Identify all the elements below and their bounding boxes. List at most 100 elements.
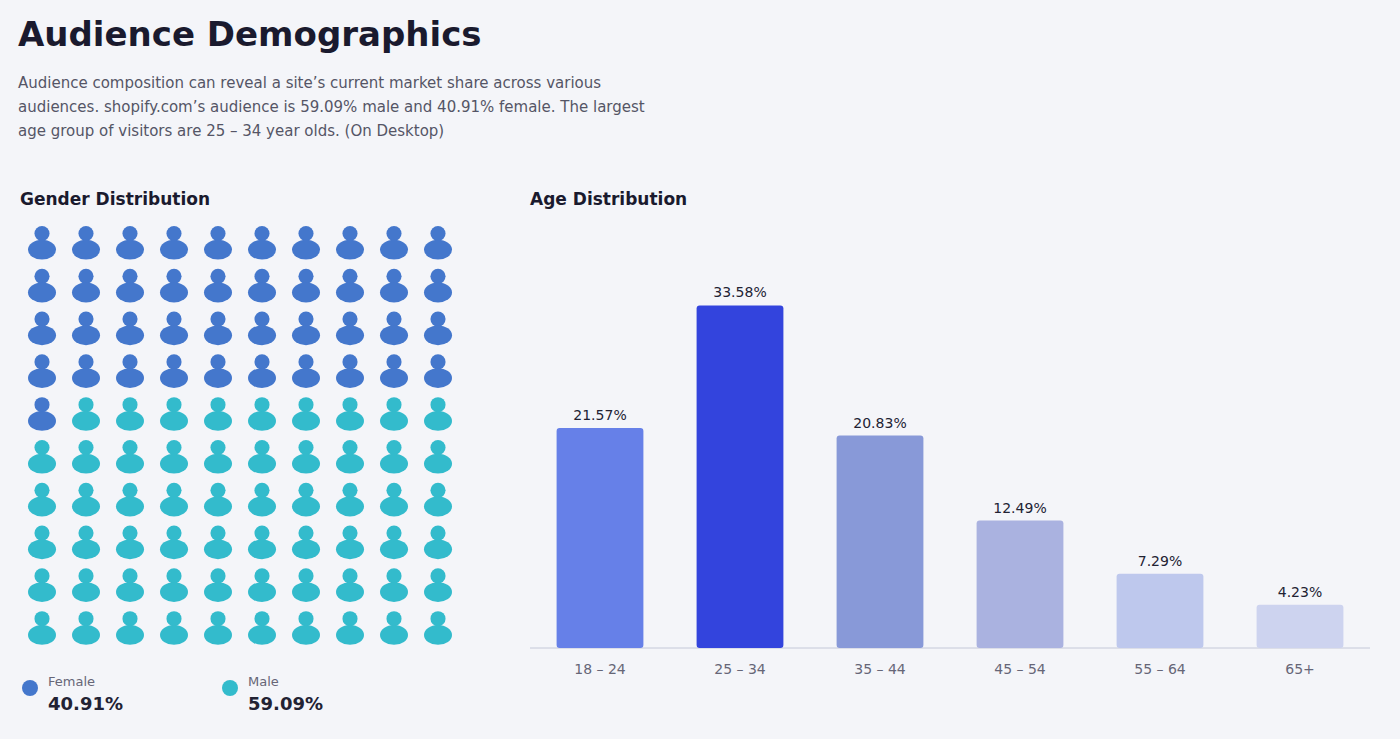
- icon-head: [386, 269, 401, 284]
- person-icon: [292, 269, 320, 303]
- person-icon: [336, 226, 364, 260]
- icon-head: [254, 568, 269, 583]
- icon-head: [386, 354, 401, 369]
- icon-body: [380, 411, 408, 431]
- person-icon: [336, 611, 364, 645]
- icon-body: [204, 582, 232, 602]
- icon-head: [122, 354, 137, 369]
- person-icon: [336, 312, 364, 346]
- icon-body: [380, 625, 408, 645]
- icon-body: [336, 368, 364, 388]
- icon-head: [122, 397, 137, 412]
- icon-head: [342, 611, 357, 626]
- person-icon: [204, 483, 232, 517]
- person-icon: [380, 397, 408, 431]
- person-icon: [380, 354, 408, 388]
- person-icon: [28, 354, 56, 388]
- icon-head: [166, 312, 181, 327]
- person-icon: [380, 312, 408, 346]
- person-icon: [28, 269, 56, 303]
- icon-head: [430, 269, 445, 284]
- icon-head: [298, 226, 313, 241]
- person-icon: [160, 226, 188, 260]
- person-icon: [248, 269, 276, 303]
- icon-head: [254, 226, 269, 241]
- person-icon: [28, 440, 56, 474]
- icon-body: [160, 325, 188, 345]
- icon-body: [292, 454, 320, 474]
- icon-body: [28, 582, 56, 602]
- icon-body: [72, 411, 100, 431]
- person-icon: [28, 568, 56, 602]
- person-icon: [248, 397, 276, 431]
- icon-body: [72, 283, 100, 303]
- icon-head: [342, 440, 357, 455]
- subtitle-line: audiences. shopify.com’s audience is 59.…: [18, 98, 645, 116]
- person-icon: [424, 312, 452, 346]
- icon-head: [122, 568, 137, 583]
- icon-head: [430, 611, 445, 626]
- icon-body: [380, 368, 408, 388]
- icon-body: [116, 283, 144, 303]
- icon-body: [160, 240, 188, 260]
- icon-body: [292, 325, 320, 345]
- icon-head: [430, 440, 445, 455]
- icon-body: [248, 368, 276, 388]
- icon-body: [72, 497, 100, 517]
- icon-body: [424, 240, 452, 260]
- person-icon: [204, 312, 232, 346]
- icon-head: [78, 611, 93, 626]
- icon-body: [424, 539, 452, 559]
- icon-body: [424, 368, 452, 388]
- person-icon: [424, 526, 452, 560]
- icon-body: [380, 325, 408, 345]
- icon-body: [336, 411, 364, 431]
- icon-body: [424, 582, 452, 602]
- icon-body: [160, 283, 188, 303]
- icon-body: [160, 625, 188, 645]
- icon-body: [72, 625, 100, 645]
- person-icon: [248, 483, 276, 517]
- person-icon: [160, 354, 188, 388]
- icon-head: [34, 611, 49, 626]
- person-icon: [72, 483, 100, 517]
- icon-body: [72, 582, 100, 602]
- legend-label: Female: [48, 674, 95, 689]
- icon-head: [386, 526, 401, 541]
- icon-head: [78, 440, 93, 455]
- person-icon: [424, 269, 452, 303]
- icon-head: [166, 483, 181, 498]
- person-icon: [424, 611, 452, 645]
- icon-head: [342, 483, 357, 498]
- person-icon: [72, 226, 100, 260]
- icon-body: [28, 325, 56, 345]
- bar: [557, 428, 644, 648]
- icon-body: [116, 454, 144, 474]
- icon-body: [424, 411, 452, 431]
- icon-body: [28, 368, 56, 388]
- person-icon: [116, 397, 144, 431]
- icon-body: [116, 497, 144, 517]
- person-icon: [204, 226, 232, 260]
- icon-head: [386, 226, 401, 241]
- icon-body: [204, 325, 232, 345]
- icon-body: [204, 497, 232, 517]
- icon-body: [116, 539, 144, 559]
- bar-label: 7.29%: [1138, 553, 1182, 569]
- person-icon: [380, 440, 408, 474]
- person-icon: [204, 269, 232, 303]
- person-icon: [28, 397, 56, 431]
- person-icon: [292, 568, 320, 602]
- icon-body: [248, 582, 276, 602]
- icon-body: [336, 497, 364, 517]
- icon-head: [210, 312, 225, 327]
- icon-head: [78, 269, 93, 284]
- icon-body: [116, 240, 144, 260]
- icon-body: [204, 454, 232, 474]
- icon-body: [248, 454, 276, 474]
- icon-head: [166, 568, 181, 583]
- icon-head: [342, 269, 357, 284]
- person-icon: [380, 269, 408, 303]
- icon-head: [386, 397, 401, 412]
- legend-swatch: [22, 680, 38, 696]
